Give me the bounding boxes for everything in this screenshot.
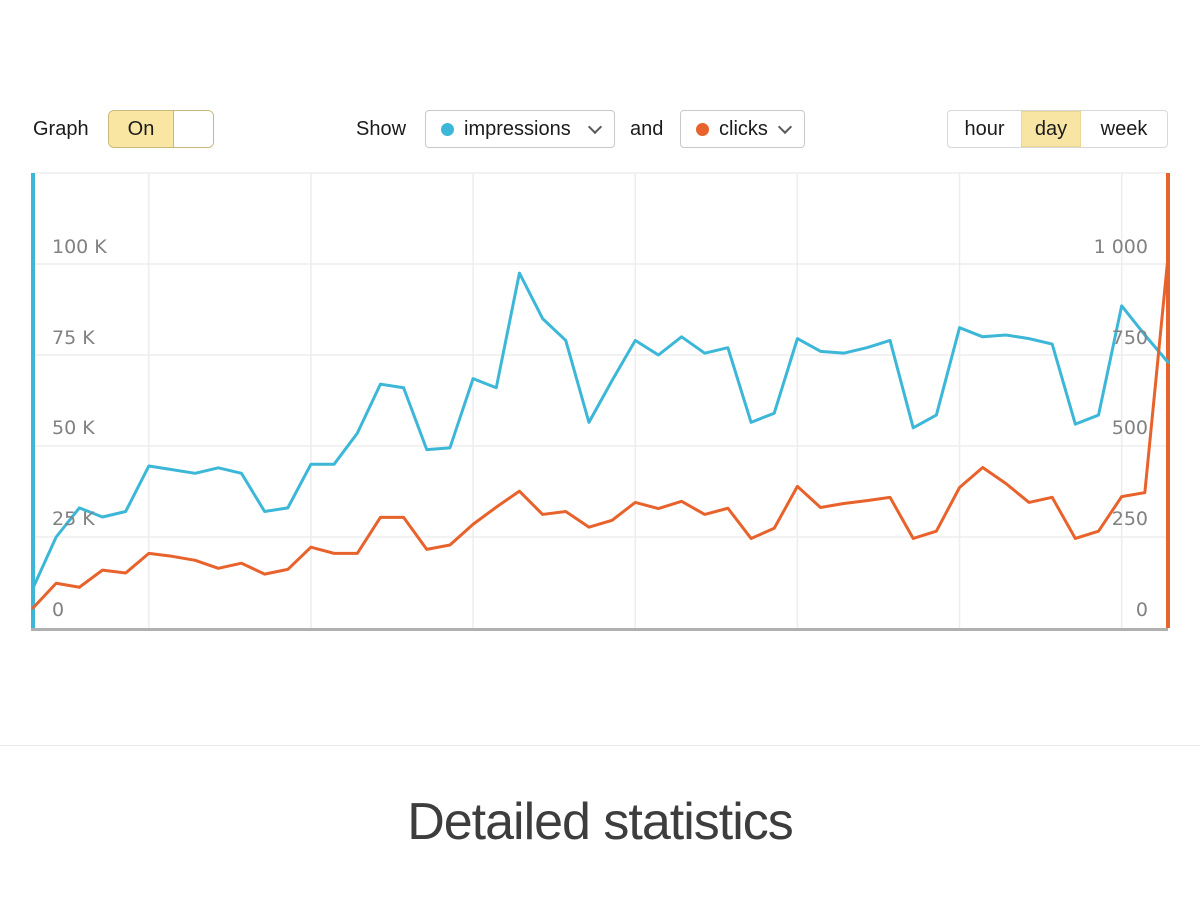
chart-canvas	[31, 172, 1170, 631]
graph-label: Graph	[33, 118, 89, 140]
left-axis-tick: 50 K	[52, 417, 95, 439]
granularity-switch: hour day week	[947, 110, 1168, 148]
section-divider	[0, 745, 1200, 746]
impressions-select-value: impressions	[464, 117, 571, 140]
clicks-line	[31, 255, 1170, 610]
toggle-on-label: On	[109, 111, 173, 147]
impressions-line	[31, 271, 1170, 590]
clicks-select-value: clicks	[719, 117, 768, 140]
right-axis-tick: 500	[1111, 417, 1148, 439]
right-axis-tick: 750	[1111, 327, 1148, 349]
right-axis-tick: 1 000	[1093, 236, 1148, 258]
section-title: Detailed statistics	[407, 793, 794, 851]
impressions-select[interactable]: impressions	[425, 110, 615, 148]
left-axis-tick: 75 K	[52, 327, 95, 349]
right-axis-tick: 250	[1111, 508, 1148, 530]
toggle-knob	[173, 111, 213, 147]
impressions-dot-icon	[441, 122, 454, 136]
left-axis-tick: 0	[52, 599, 65, 621]
and-label: and	[630, 118, 664, 140]
graph-toggle[interactable]: On	[108, 110, 214, 148]
chart: 100 K 75 K 50 K 25 K 0 1 000 750 500 250…	[31, 172, 1170, 631]
show-label: Show	[356, 118, 407, 140]
day-button[interactable]: day	[1021, 111, 1081, 147]
clicks-dot-icon	[696, 122, 709, 136]
clicks-select[interactable]: clicks	[680, 110, 805, 148]
right-axis-tick: 0	[1135, 599, 1148, 621]
controls-bar: Graph On Show impressions and clicks hou…	[0, 110, 1200, 148]
left-axis-tick: 100 K	[52, 236, 107, 258]
left-axis-tick: 25 K	[52, 508, 95, 530]
week-button[interactable]: week	[1081, 111, 1167, 147]
hour-button[interactable]: hour	[948, 111, 1021, 147]
